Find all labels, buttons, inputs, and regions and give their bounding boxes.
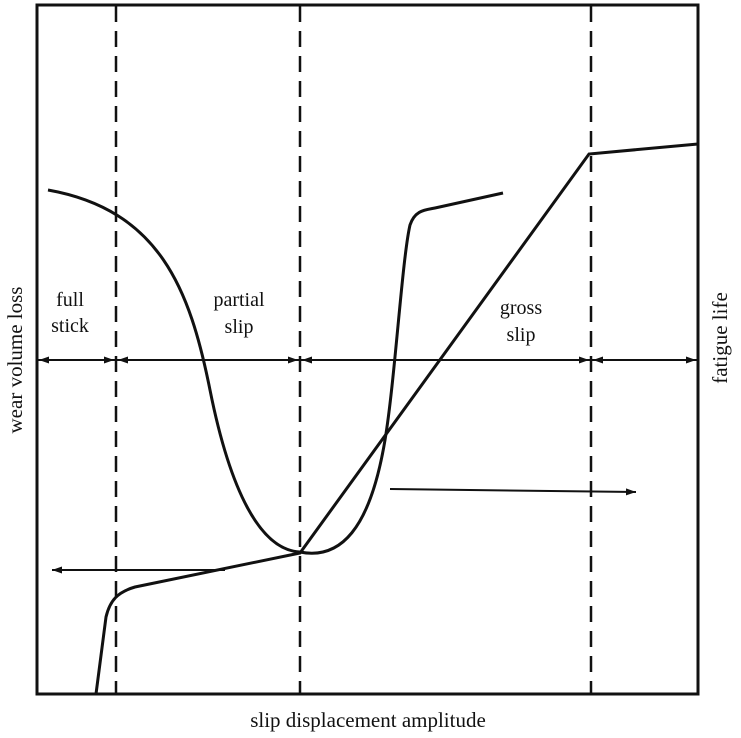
region-full-stick-line1: full (56, 289, 84, 311)
wear-volume-curve (94, 142, 699, 695)
region-partial-slip-line2: slip (225, 316, 254, 338)
region-gross-slip-line1: gross (500, 297, 542, 319)
plot-frame (35, 3, 700, 696)
region-full-stick-line2: stick (51, 315, 89, 337)
region-partial-slip-line1: partial (213, 289, 265, 311)
region-gross-slip-line2: slip (507, 324, 536, 346)
y-right-axis-label: fatigue life (708, 292, 732, 384)
fatigue-life-curve (47, 188, 504, 555)
fatigue-curve-pointer-arrow (389, 488, 637, 496)
x-axis-label: slip displacement amplitude (250, 708, 486, 732)
y-left-axis-label: wear volume loss (3, 287, 27, 434)
